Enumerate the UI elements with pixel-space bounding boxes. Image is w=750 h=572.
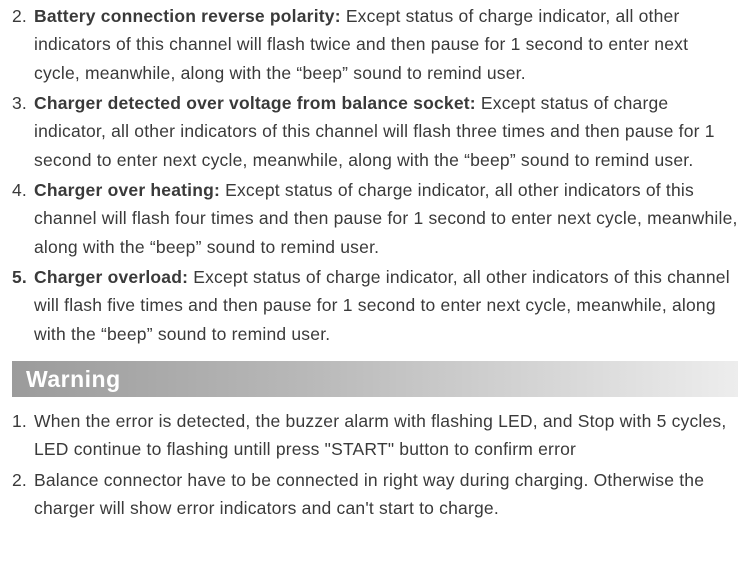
- error-item: 3. Charger detected over voltage from ba…: [12, 89, 738, 174]
- warning-item: 2. Balance connector have to be connecte…: [12, 466, 738, 523]
- item-number: 2.: [12, 2, 34, 87]
- warning-header: Warning: [12, 361, 738, 397]
- warning-list: 1. When the error is detected, the buzze…: [12, 407, 738, 522]
- item-text: When the error is detected, the buzzer a…: [34, 407, 738, 464]
- error-item: 4. Charger over heating: Except status o…: [12, 176, 738, 261]
- item-body: Charger detected over voltage from balan…: [34, 89, 738, 174]
- item-number: 2.: [12, 466, 34, 523]
- warning-item: 1. When the error is detected, the buzze…: [12, 407, 738, 464]
- item-number: 3.: [12, 89, 34, 174]
- item-body: Battery connection reverse polarity: Exc…: [34, 2, 738, 87]
- item-body: Charger over heating: Except status of c…: [34, 176, 738, 261]
- item-number: 4.: [12, 176, 34, 261]
- item-title: Charger over heating:: [34, 180, 225, 200]
- item-number: 1.: [12, 407, 34, 464]
- item-body: Charger overload: Except status of charg…: [34, 263, 738, 348]
- item-title: Battery connection reverse polarity:: [34, 6, 346, 26]
- error-list: 2. Battery connection reverse polarity: …: [12, 2, 738, 348]
- item-title: Charger detected over voltage from balan…: [34, 93, 481, 113]
- error-item: 2. Battery connection reverse polarity: …: [12, 2, 738, 87]
- item-title: Charger overload:: [34, 267, 193, 287]
- error-item: 5. Charger overload: Except status of ch…: [12, 263, 738, 348]
- item-text: Balance connector have to be connected i…: [34, 466, 738, 523]
- item-number: 5.: [12, 263, 34, 348]
